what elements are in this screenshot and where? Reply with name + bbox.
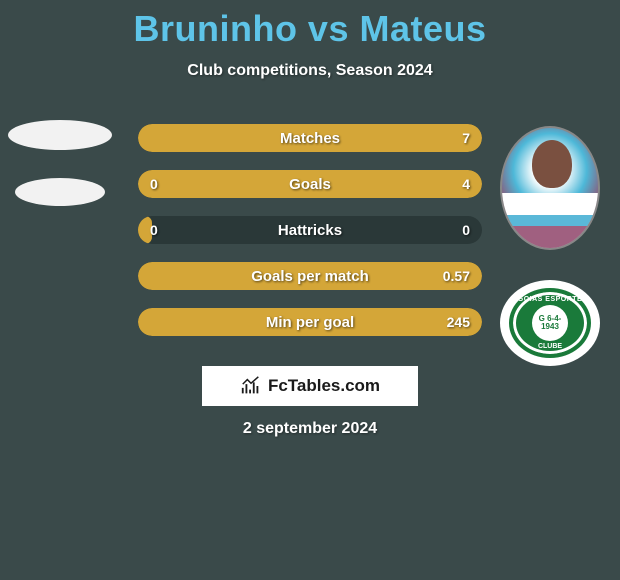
club-name-top: GOIAS ESPORTE — [513, 296, 587, 303]
club-badge-inner: GOIAS ESPORTE G 6-4-1943 CLUBE — [509, 288, 591, 358]
stat-label: Goals — [138, 176, 482, 193]
stat-label: Matches — [138, 130, 482, 147]
stat-right-value: 0 — [462, 222, 470, 238]
player-left-avatar — [8, 120, 112, 240]
stat-label: Hattricks — [138, 222, 482, 239]
club-center-text: G 6-4-1943 — [532, 305, 568, 341]
stat-label: Min per goal — [138, 314, 482, 331]
stat-right-value: 4 — [462, 176, 470, 192]
stat-row: Min per goal 245 — [138, 308, 482, 336]
stat-row: 0 Goals 4 — [138, 170, 482, 198]
stat-row: 0 Hattricks 0 — [138, 216, 482, 244]
stat-row: Goals per match 0.57 — [138, 262, 482, 290]
club-badge-right: GOIAS ESPORTE G 6-4-1943 CLUBE — [500, 280, 600, 366]
page-subtitle: Club competitions, Season 2024 — [0, 62, 620, 80]
comparison-rows: Matches 7 0 Goals 4 0 Hattricks 0 Goals … — [138, 124, 482, 336]
footer-date: 2 september 2024 — [0, 420, 620, 438]
source-brand-text: FcTables.com — [268, 376, 380, 396]
source-badge: FcTables.com — [202, 366, 418, 406]
page-title: Bruninho vs Mateus — [0, 0, 620, 50]
player-right-avatar — [500, 126, 600, 250]
stat-label: Goals per match — [138, 268, 482, 285]
stat-right-value: 245 — [447, 314, 470, 330]
avatar-placeholder-shape — [8, 120, 112, 150]
chart-icon — [240, 375, 262, 397]
club-name-bottom: CLUBE — [513, 343, 587, 350]
stat-right-value: 0.57 — [443, 268, 470, 284]
stat-right-value: 7 — [462, 130, 470, 146]
stat-row: Matches 7 — [138, 124, 482, 152]
club-placeholder-shape — [15, 178, 105, 206]
